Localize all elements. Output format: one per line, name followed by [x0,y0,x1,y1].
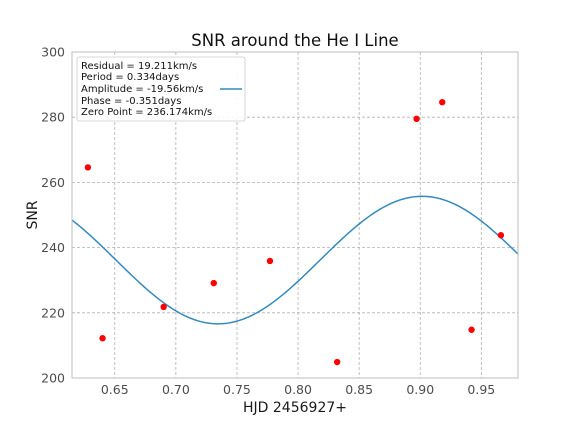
data-point [497,232,505,239]
y-tick-label: 280 [41,110,65,125]
data-point [84,164,92,171]
y-tick-label: 220 [41,305,65,320]
legend-box [76,56,246,122]
x-ticks: 0.65 0.70 0.75 0.80 0.85 0.90 0.95 [101,382,495,397]
x-tick-label: 0.65 [101,382,129,397]
x-tick-label: 0.85 [345,382,373,397]
data-point [439,99,446,106]
data-point [468,326,475,333]
x-tick-label: 0.75 [223,382,251,397]
plot-frame [71,51,519,379]
data-point [160,303,167,311]
y-ticks: 200 220 240 260 280 300 [41,45,65,386]
x-tick-label: 0.70 [162,382,190,397]
legend: Residual = 19.211km/s Period = 0.334days… [76,56,246,122]
data-point [99,335,106,342]
legend-line-zero-point: Zero Point = 236.174km/s [81,107,212,118]
y-tick-label: 260 [41,175,65,190]
legend-line-phase: Phase = -0.351days [81,96,181,107]
y-tick-label: 200 [41,371,65,386]
data-point [210,279,217,287]
y-tick-label: 300 [41,45,65,60]
data-point [333,358,341,366]
data-points [84,99,505,366]
x-tick-label: 0.95 [467,382,495,397]
x-tick-label: 0.90 [406,382,434,397]
chart-title: SNR around the He I Line [191,31,398,50]
legend-line-period: Period = 0.334days [81,72,179,83]
fit-curve [71,195,519,325]
x-axis-label: HJD 2456927+ [243,400,347,416]
data-point [413,115,420,123]
legend-line-amplitude: Amplitude = -19.56km/s [81,84,203,95]
y-axis-label: SNR [25,200,41,229]
data-point [266,257,274,265]
fit-curve-group [71,195,519,325]
x-tick-label: 0.80 [284,382,312,397]
legend-line-residual: Residual = 19.211km/s [81,61,197,72]
grid [72,52,518,378]
y-tick-label: 240 [41,240,65,255]
